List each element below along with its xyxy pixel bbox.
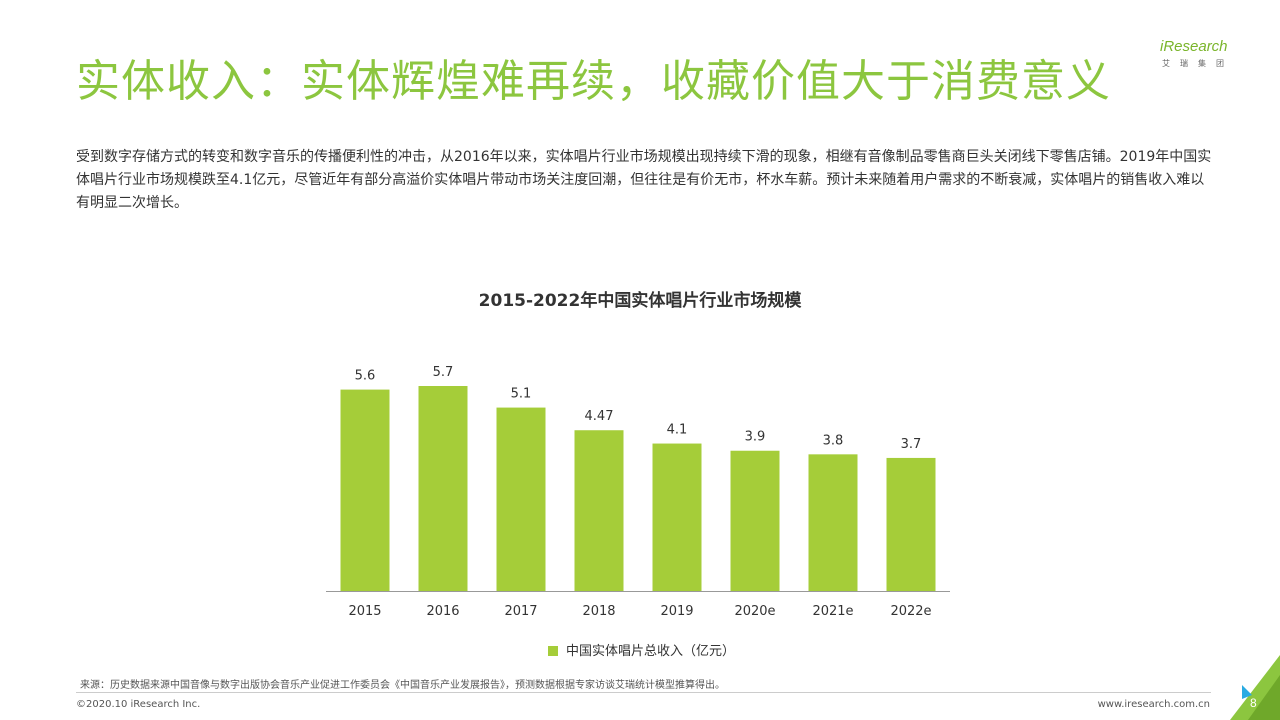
data-label-2017: 5.1 [511, 387, 532, 402]
x-tick-2019: 2019 [660, 604, 693, 619]
chart-title: 2015-2022年中国实体唱片行业市场规模 [478, 291, 802, 311]
x-tick-2017: 2017 [504, 604, 537, 619]
bar-2021e [808, 454, 858, 591]
data-label-2019: 4.1 [667, 423, 688, 438]
data-label-2016: 5.7 [433, 365, 454, 380]
copyright: ©2020.10 iResearch Inc. [76, 699, 201, 710]
bar-2019 [652, 443, 702, 591]
page-number: 8 [1250, 696, 1257, 710]
chart-legend: 中国实体唱片总收入（亿元） [548, 640, 735, 659]
iresearch-logo: iResearch 艾瑞集团 [1160, 36, 1260, 72]
source-note: 来源：历史数据来源中国音像与数字出版协会音乐产业促进工作委员会《中国音乐产业发展… [80, 680, 725, 691]
footer-divider [76, 692, 1211, 693]
x-tick-2016: 2016 [426, 604, 459, 619]
website-link[interactable]: www.iresearch.com.cn [1097, 699, 1210, 710]
x-tick-2021e: 2021e [812, 604, 853, 619]
bar-2015 [340, 389, 390, 591]
legend-swatch [548, 646, 558, 656]
logo-text: iResearch [1160, 38, 1228, 55]
data-label-2021e: 3.8 [823, 433, 844, 448]
x-tick-2022e: 2022e [890, 604, 931, 619]
bar-2020e [730, 450, 780, 591]
data-label-2020e: 3.9 [745, 430, 766, 445]
data-label-2022e: 3.7 [901, 437, 922, 452]
bar-2017 [496, 407, 546, 591]
page-title: 实体收入：实体辉煌难再续，收藏价值大于消费意义 [76, 56, 1111, 107]
bar-2018 [574, 430, 624, 591]
logo-subtitle: 艾瑞集团 [1162, 59, 1234, 68]
x-tick-2015: 2015 [348, 604, 381, 619]
data-label-2018: 4.47 [585, 409, 614, 424]
x-tick-2018: 2018 [582, 604, 615, 619]
bar-2022e [886, 457, 936, 591]
bar-2016 [418, 386, 468, 591]
x-tick-2020e: 2020e [734, 604, 775, 619]
corner-decoration [1230, 655, 1280, 720]
data-label-2015: 5.6 [355, 369, 376, 384]
intro-paragraph: 受到数字存储方式的转变和数字音乐的传播便利性的冲击，从2016年以来，实体唱片行… [76, 149, 1212, 211]
legend-label: 中国实体唱片总收入（亿元） [566, 644, 736, 659]
